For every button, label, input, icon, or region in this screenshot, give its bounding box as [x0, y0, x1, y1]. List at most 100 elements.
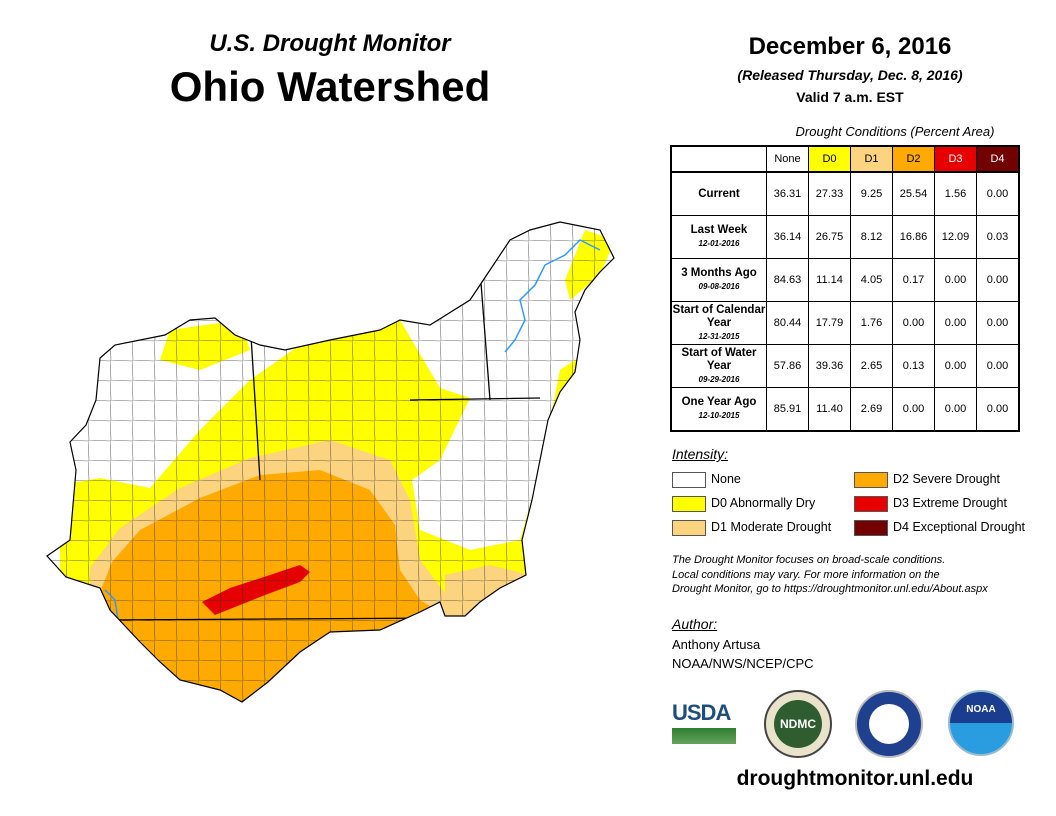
watershed-outline — [46, 221, 615, 703]
author-org: NOAA/NWS/NCEP/CPC — [672, 656, 814, 671]
map-date: December 6, 2016 — [748, 33, 952, 60]
table-cell: 0.00 — [934, 258, 977, 302]
table-cell: 0.00 — [976, 344, 1020, 388]
table-cell: 39.36 — [808, 344, 851, 388]
table-cell: 0.00 — [976, 301, 1020, 345]
ndmc-logo-text: NDMC — [774, 700, 822, 748]
legend-label: D4 Exceptional Drought — [893, 520, 1026, 534]
row-label: 3 Months Ago 09-08-2016 — [670, 258, 767, 302]
table-cell: 0.00 — [934, 301, 977, 345]
author-name: Anthony Artusa — [672, 637, 761, 652]
table-cell: 0.03 — [976, 215, 1020, 259]
note-line: Local conditions may vary. For more info… — [672, 568, 940, 581]
eagle-icon — [869, 704, 909, 744]
legend-swatch — [672, 472, 706, 488]
table-cell: 0.17 — [892, 258, 935, 302]
col-d4: D4 — [976, 145, 1020, 173]
table-cell: 1.76 — [850, 301, 893, 345]
legend-swatch — [854, 520, 888, 536]
table-cell: 9.25 — [850, 171, 893, 216]
table-cell: 36.14 — [766, 215, 809, 259]
table-cell: 84.63 — [766, 258, 809, 302]
table-cell: 85.91 — [766, 387, 809, 432]
table-cell: 27.33 — [808, 171, 851, 216]
drought-conditions-table: None D0 D1 D2 D3 D4 Current 36.31 27.33 9.2… — [670, 145, 1020, 432]
table-cell: 16.86 — [892, 215, 935, 259]
legend-label: D2 Severe Drought — [893, 472, 1001, 486]
release-date: (Released Thursday, Dec. 8, 2016) — [737, 67, 963, 83]
valid-time: Valid 7 a.m. EST — [796, 89, 904, 105]
website-link[interactable]: droughtmonitor.unl.edu — [736, 767, 974, 790]
row-label: One Year Ago 12-10-2015 — [670, 387, 767, 432]
col-none: None — [766, 145, 809, 173]
table-cell: 8.12 — [850, 215, 893, 259]
row-date: 12-10-2015 — [698, 411, 740, 420]
table-cell: 57.86 — [766, 344, 809, 388]
row-label-text: Last Week — [690, 224, 748, 236]
table-cell: 11.14 — [808, 258, 851, 302]
page-title: Ohio Watershed — [169, 63, 491, 110]
row-label: Current — [670, 171, 767, 216]
author-heading: Author: — [672, 616, 718, 632]
row-label: Start of Water Year 09-29-2016 — [670, 344, 767, 388]
row-date: 12-31-2015 — [698, 331, 740, 341]
drought-map — [46, 221, 615, 703]
legend-swatch — [854, 496, 888, 512]
noaa-logo: NOAA — [948, 690, 1014, 756]
legend-swatch — [672, 496, 706, 512]
usda-logo: USDA — [672, 700, 736, 748]
table-cell: 11.40 — [808, 387, 851, 432]
subtitle: U.S. Drought Monitor — [209, 30, 451, 57]
row-date: 12-01-2016 — [698, 239, 740, 248]
ndmc-logo: NDMC — [764, 690, 832, 758]
table-cell: 0.13 — [892, 344, 935, 388]
table-row: Start of Water Year 09-29-2016 57.86 39.36 2… — [670, 344, 1020, 388]
legend-label: D0 Abnormally Dry — [711, 496, 816, 510]
legend-swatch — [854, 472, 888, 488]
table-row: Current 36.31 27.33 9.25 25.54 1.56 0.00 — [670, 171, 1020, 216]
note-line: Drought Monitor, go to https://droughtmo… — [672, 583, 988, 595]
legend-label: None — [711, 472, 741, 486]
usda-logo-text: USDA — [672, 700, 731, 725]
table-cell: 4.05 — [850, 258, 893, 302]
table-cell: 0.00 — [934, 344, 977, 388]
row-label-text: Start of Water Year — [681, 346, 757, 372]
row-date: 09-29-2016 — [698, 374, 740, 384]
row-label-text: Start of Calendar Year — [672, 303, 766, 329]
table-caption: Drought Conditions (Percent Area) — [795, 124, 995, 139]
table-cell: 0.00 — [976, 258, 1020, 302]
row-label-text: 3 Months Ago — [681, 267, 757, 279]
table-cell: 0.00 — [976, 387, 1020, 432]
row-date: 09-08-2016 — [698, 282, 740, 291]
row-label-text: One Year Ago — [681, 396, 757, 408]
note-line: The Drought Monitor focuses on broad-sca… — [672, 554, 946, 566]
col-d3: D3 — [934, 145, 977, 173]
commerce-logo — [855, 690, 923, 758]
col-d0: D0 — [808, 145, 851, 173]
noaa-logo-text: NOAA — [966, 704, 996, 715]
col-d1: D1 — [850, 145, 893, 173]
table-cell: 17.79 — [808, 301, 851, 345]
legend-label: D3 Extreme Drought — [893, 496, 1007, 510]
table-cell: 26.75 — [808, 215, 851, 259]
table-cell: 2.69 — [850, 387, 893, 432]
legend-heading: Intensity: — [672, 446, 729, 462]
table-cell: 36.31 — [766, 171, 809, 216]
table-cell: 0.00 — [976, 171, 1020, 216]
row-label: Last Week 12-01-2016 — [670, 215, 767, 259]
river — [504, 239, 601, 353]
table-cell: 12.09 — [934, 215, 977, 259]
table-cell: 80.44 — [766, 301, 809, 345]
table-cell: 2.65 — [850, 344, 893, 388]
table-cell: 1.56 — [934, 171, 977, 216]
legend-swatch — [672, 520, 706, 536]
row-label-text: Current — [698, 187, 740, 200]
table-cell: 25.54 — [892, 171, 935, 216]
legend-label: D1 Moderate Drought — [711, 520, 832, 534]
table-cell: 0.00 — [892, 301, 935, 345]
col-d2: D2 — [892, 145, 935, 173]
table-row: Last Week 12-01-2016 36.14 26.75 8.12 16.86 12… — [670, 215, 1020, 259]
disclaimer-note: The Drought Monitor focuses on broad-sca… — [672, 553, 1042, 597]
table-row: 3 Months Ago 09-08-2016 84.63 11.14 4.05 0.17… — [670, 258, 1020, 302]
